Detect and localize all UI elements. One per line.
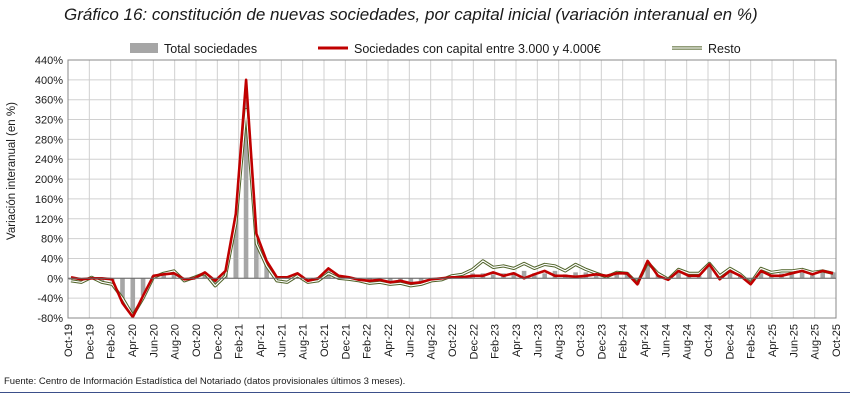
x-tick-label: Feb-21 — [234, 324, 246, 359]
x-tick-label: Oct-25 — [831, 324, 843, 357]
x-tick-label: Dec-23 — [596, 324, 608, 359]
y-tick-label: 280% — [35, 134, 63, 146]
bar-total-sociedades — [810, 273, 815, 279]
bar-total-sociedades — [820, 272, 826, 279]
bar-total-sociedades — [254, 238, 259, 279]
grid-layer — [67, 59, 837, 319]
x-tick-label: Aug-24 — [682, 324, 694, 359]
legend-label-total: Total sociedades — [164, 42, 257, 56]
bar-total-sociedades — [573, 272, 578, 279]
x-tick-label: Feb-25 — [746, 324, 758, 359]
y-tick-label: 440% — [35, 55, 63, 67]
x-tick-label: Apr-22 — [383, 324, 395, 357]
x-tick-label: Apr-21 — [255, 324, 267, 357]
x-tick-label: Oct-21 — [319, 324, 331, 357]
y-tick-label: -40% — [37, 293, 63, 305]
bar-total-sociedades — [99, 278, 105, 283]
chart-title: Gráfico 16: constitución de nuevas socie… — [64, 5, 758, 24]
x-tick-label: Jun-21 — [276, 324, 288, 358]
x-tick-label: Jun-22 — [404, 324, 416, 358]
bar-total-sociedades — [645, 263, 650, 279]
x-tick-label: Dec-22 — [468, 324, 480, 359]
line-capital-3000-4000 — [70, 78, 834, 319]
bottom-rule — [0, 392, 850, 393]
bar-total-sociedades — [233, 218, 239, 279]
x-tick-label: Jun-20 — [148, 324, 160, 358]
x-tick-label: Oct-22 — [447, 324, 459, 357]
y-tick-label: 80% — [41, 234, 63, 246]
y-tick-label: 160% — [35, 194, 63, 206]
bar-total-sociedades — [789, 272, 795, 279]
x-tick-label: Apr-25 — [767, 324, 779, 357]
x-tick-label: Dec-24 — [724, 324, 736, 359]
y-tick-label: 360% — [35, 95, 63, 107]
legend-label-capital: Sociedades con capital entre 3.000 y 4.0… — [354, 42, 601, 56]
x-tick-label: Feb-20 — [106, 324, 118, 359]
bar-total-sociedades — [614, 273, 620, 279]
bar-total-sociedades — [418, 278, 424, 283]
plot-frame — [67, 59, 837, 319]
bar-total-sociedades — [130, 278, 136, 316]
legend-swatch-total — [130, 43, 158, 53]
bar-total-sociedades — [264, 263, 269, 279]
x-tick-label: Feb-22 — [362, 324, 374, 359]
x-tick-label: Aug-23 — [554, 324, 566, 359]
axis-layer: -80% -40% 0% 40% 80% 120% 160% 200% 240% 280% 320%… — [35, 55, 843, 359]
y-tick-label: 240% — [35, 154, 63, 166]
bar-total-sociedades — [676, 272, 681, 279]
bar-total-sociedades — [490, 274, 496, 279]
x-tick-label: Oct-24 — [703, 324, 715, 357]
x-tick-label: Apr-24 — [639, 324, 651, 357]
x-tick-label: Feb-24 — [618, 324, 630, 359]
bar-total-sociedades — [799, 272, 805, 279]
bar-total-sociedades — [68, 278, 74, 280]
line-layer — [70, 78, 834, 319]
x-tick-label: Aug-21 — [298, 324, 310, 359]
x-tick-label: Apr-23 — [511, 324, 523, 357]
x-tick-label: Oct-19 — [63, 324, 75, 357]
bar-total-sociedades — [120, 278, 125, 301]
x-tick-label: Jun-24 — [660, 324, 672, 358]
y-tick-label: 0% — [47, 273, 63, 285]
bar-total-sociedades — [511, 272, 517, 279]
x-tick-label: Oct-20 — [191, 324, 203, 357]
bar-total-sociedades — [140, 278, 146, 296]
bar-total-sociedades — [830, 272, 836, 279]
x-tick-label: Aug-22 — [426, 324, 438, 359]
x-tick-label: Dec-19 — [84, 324, 96, 359]
x-tick-label: Aug-20 — [170, 324, 182, 359]
bar-total-sociedades — [243, 99, 249, 279]
bar-total-sociedades — [532, 273, 537, 279]
x-tick-label: Dec-20 — [212, 324, 224, 359]
bar-total-sociedades — [758, 270, 764, 279]
y-axis-label: Variación interanual (en %) — [6, 102, 18, 240]
y-tick-label: -80% — [37, 313, 63, 325]
x-tick-label: Jun-25 — [788, 324, 800, 358]
y-tick-label: 320% — [35, 115, 63, 127]
bar-total-sociedades — [521, 270, 527, 279]
bar-total-sociedades — [707, 264, 712, 279]
y-tick-label: 400% — [35, 75, 63, 87]
bar-total-sociedades — [408, 278, 414, 285]
y-tick-label: 40% — [41, 253, 63, 265]
bar-total-sociedades — [171, 272, 177, 279]
x-tick-label: Jun-23 — [532, 324, 544, 358]
x-tick-label: Feb-23 — [490, 324, 502, 359]
source-note: Fuente: Centro de Información Estadístic… — [4, 376, 406, 387]
y-tick-label: 200% — [35, 174, 63, 186]
bar-total-sociedades — [387, 278, 393, 284]
x-tick-label: Oct-23 — [575, 324, 587, 357]
legend: Total sociedades Sociedades con capital e… — [130, 42, 741, 56]
y-tick-label: 120% — [35, 214, 63, 226]
x-tick-label: Aug-25 — [810, 324, 822, 359]
legend-label-resto: Resto — [708, 42, 741, 56]
bar-total-sociedades — [593, 273, 599, 279]
bar-total-sociedades — [727, 269, 733, 279]
bar-total-sociedades — [161, 273, 166, 279]
x-tick-label: Dec-21 — [340, 324, 352, 359]
x-tick-label: Apr-20 — [127, 324, 139, 357]
bar-total-sociedades — [542, 273, 547, 279]
